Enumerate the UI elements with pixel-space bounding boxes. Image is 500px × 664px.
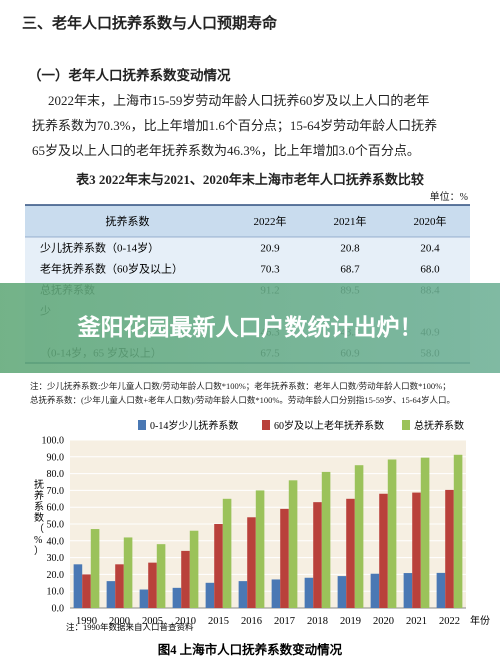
- banner[interactable]: 釜阳花园最新人口户数统计出炉！: [0, 283, 500, 373]
- y-tick-label: 70.0: [47, 486, 65, 497]
- bar: [181, 550, 190, 608]
- paragraph-line: 65岁及以上人口的老年抚养系数为46.3%，比上年增加3.0个百分点。: [32, 143, 420, 158]
- bar: [90, 529, 100, 608]
- x-tick-label: 2005: [142, 616, 163, 627]
- bar: [139, 589, 149, 608]
- chart: 0.0 10.0 20.0 30.0 40.0 50.0 60.0 70.0 80.0 90.0 1…: [34, 419, 490, 657]
- bar: [172, 587, 182, 608]
- x-tick-label: 2016: [241, 616, 262, 627]
- y-tick-label: 50.0: [47, 520, 65, 531]
- bar: [321, 471, 331, 608]
- y-tick-label: 20.0: [47, 570, 65, 581]
- x-tick-label: 2021: [406, 616, 427, 627]
- y-tick-label: 100.0: [42, 436, 65, 447]
- bar: [222, 498, 232, 608]
- bar: [403, 573, 413, 608]
- subsection-title: （一）老年人口抚养系数变动情况: [28, 68, 231, 83]
- chart-note: 注：1990年数据来自人口普查资料: [66, 622, 194, 632]
- bar: [412, 492, 421, 608]
- legend-swatch: [262, 420, 270, 430]
- bar: [148, 562, 157, 608]
- table-note: 总抚养系数：(少年儿童人口数+老年人口数)/劳动年龄人口数*100%。劳动年龄人…: [30, 395, 456, 405]
- table-note: 注：少儿抚养系数:少年儿童人口数/劳动年龄人口数*100%；老年抚养系数：老年人…: [30, 381, 451, 391]
- bar: [420, 457, 430, 608]
- legend-label: 0-14岁少儿抚养系数: [150, 419, 238, 432]
- paragraph-line: 2022年末，上海市15-59岁劳动年龄人口抚养60岁及以上人口的老年: [48, 93, 430, 108]
- y-tick-label: 40.0: [47, 536, 65, 547]
- x-tick-label: 2019: [340, 616, 361, 627]
- bar: [436, 572, 446, 608]
- table-header-bg: [25, 205, 470, 237]
- bar: [288, 480, 298, 608]
- bar: [106, 581, 116, 608]
- x-axis-label: 年份: [470, 614, 490, 627]
- y-tick-label: 0.0: [52, 604, 65, 615]
- table-cell: 20.8: [340, 243, 360, 255]
- x-tick-label: 2017: [274, 616, 295, 627]
- bar: [271, 579, 281, 608]
- x-tick-label: 2015: [208, 616, 229, 627]
- section-title: 三、老年人口抚养系数与人口预期寿命: [22, 15, 278, 32]
- chart-title: 图4 上海市人口抚养系数变动情况: [158, 642, 343, 657]
- table-header-cell: 抚养系数: [106, 214, 150, 228]
- y-tick-label: 90.0: [47, 452, 65, 463]
- banner-text[interactable]: 釜阳花园最新人口户数统计出炉！: [77, 315, 423, 341]
- table-cell: 70.3: [260, 264, 280, 276]
- table-title: 表3 2022年末与2021、2020年末上海市老年人口抚养系数比较: [76, 172, 424, 187]
- table-cell: 少儿抚养系数（0-14岁）: [40, 241, 159, 255]
- y-tick-label: 10.0: [47, 587, 65, 598]
- table-header-cell: 2020年: [414, 214, 447, 228]
- bar: [115, 564, 124, 608]
- legend-label: 总抚养系数: [414, 419, 464, 432]
- table-cell: 老年抚养系数（60岁及以上）: [40, 262, 183, 276]
- bar: [73, 564, 83, 608]
- bar: [304, 577, 314, 608]
- y-axis-label: 抚养系数（%）: [34, 479, 44, 557]
- bar: [379, 493, 388, 608]
- bar: [205, 582, 215, 608]
- y-tick-label: 80.0: [47, 469, 65, 480]
- table-header-cell: 2022年: [254, 214, 287, 228]
- legend-label: 60岁及以上老年抚养系数: [274, 419, 384, 432]
- x-tick-label: 2010: [175, 616, 196, 627]
- table-unit: 单位：%: [429, 192, 468, 203]
- x-tick-label: 2022: [439, 616, 460, 627]
- bar: [445, 489, 454, 608]
- x-tick-label: 1990: [76, 616, 97, 627]
- table-cell: 20.4: [420, 243, 440, 255]
- table-cell: 68.7: [340, 264, 360, 276]
- bar: [280, 508, 289, 608]
- bar: [214, 524, 223, 608]
- legend-swatch: [402, 420, 410, 430]
- legend-swatch: [138, 420, 146, 430]
- y-tick-label: 30.0: [47, 553, 65, 564]
- x-tick-label: 2020: [373, 616, 394, 627]
- table-cell: 20.9: [260, 243, 280, 255]
- x-tick-label: 2018: [307, 616, 328, 627]
- bar: [313, 502, 322, 608]
- bar: [82, 574, 91, 608]
- bar: [370, 573, 380, 608]
- bar: [189, 530, 199, 608]
- table-header-cell: 2021年: [334, 214, 367, 228]
- bar: [354, 465, 364, 608]
- x-tick-label: 2000: [109, 616, 130, 627]
- y-tick-label: 60.0: [47, 503, 65, 514]
- bar: [453, 454, 463, 608]
- table-cell: 68.0: [420, 264, 440, 276]
- bar: [247, 517, 256, 608]
- bar: [337, 576, 347, 608]
- paragraph-line: 抚养系数为70.3%，比上年增加1.6个百分点；15-64岁劳动年龄人口抚养: [32, 118, 438, 133]
- bar: [387, 459, 397, 608]
- bar: [255, 490, 265, 608]
- bar: [123, 537, 133, 608]
- bar: [238, 581, 248, 608]
- bar: [156, 544, 166, 608]
- bar: [346, 498, 355, 608]
